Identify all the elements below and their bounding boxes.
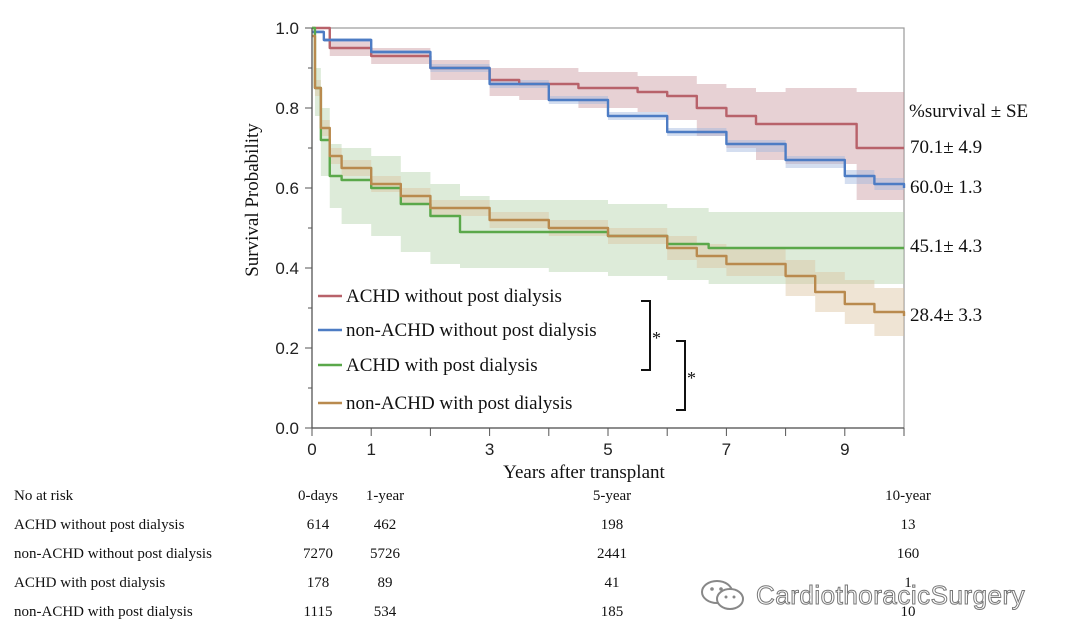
watermark: CardiothoracicSurgery xyxy=(700,578,1025,612)
bracket xyxy=(641,300,651,371)
bracket xyxy=(676,340,686,411)
end-label: 28.4± 3.3 xyxy=(910,305,982,326)
significance-star: * xyxy=(652,328,661,348)
risk-row-label: non-ACHD with post dialysis xyxy=(14,604,193,620)
end-labels: 70.1± 4.9 60.0± 1.3 45.1± 4.3 28.4± 3.3 xyxy=(910,137,982,326)
risk-row: non-ACHD without post dialysis 7270 5726… xyxy=(0,546,1066,566)
y-axis-label: Survival Probability xyxy=(242,123,263,277)
risk-cell: 89 xyxy=(377,575,393,591)
legend-label: non-ACHD with post dialysis xyxy=(346,393,572,414)
x-tick-label: 9 xyxy=(840,440,849,459)
survival-chart: 0 1 3 5 7 9 0.0 0.2 0.4 0.6 0.8 1.0 Survival Probab… xyxy=(242,19,1028,483)
y-tick-label: 0.6 xyxy=(275,179,299,198)
risk-cell: 198 xyxy=(600,517,624,533)
survival-line xyxy=(312,26,904,150)
y-tick-label: 0.4 xyxy=(275,259,299,278)
risk-cell: 1115 xyxy=(303,604,333,620)
survival-line xyxy=(312,30,906,188)
risk-cell: 185 xyxy=(600,604,624,620)
risk-cell: 462 xyxy=(373,517,397,533)
risk-cell: 1 xyxy=(904,575,912,591)
watermark-text: CardiothoracicSurgery xyxy=(755,579,1026,610)
y-tick-label: 1.0 xyxy=(275,19,299,38)
risk-row-label: ACHD without post dialysis xyxy=(14,517,185,533)
risk-cell: 13 xyxy=(900,517,916,533)
risk-row-label: ACHD with post dialysis xyxy=(14,575,166,591)
risk-cell: 5726 xyxy=(370,546,400,562)
risk-col-0: 0-days xyxy=(298,488,338,504)
survival-line xyxy=(312,34,906,316)
survival-curves xyxy=(312,26,906,316)
wechat-icon xyxy=(701,580,744,610)
x-tick-label: 7 xyxy=(722,440,731,459)
legend-label: ACHD with post dialysis xyxy=(346,355,538,376)
y-tick-label: 0.8 xyxy=(275,99,299,118)
end-label: 70.1± 4.9 xyxy=(910,137,982,158)
risk-row-label: non-ACHD without post dialysis xyxy=(14,546,212,562)
x-tick-label: 0 xyxy=(307,440,316,459)
risk-cell: 614 xyxy=(306,517,330,533)
risk-cell: 160 xyxy=(896,546,920,562)
risk-col-5: 5-year xyxy=(592,488,632,504)
legend: ACHD without post dialysis non-ACHD witho… xyxy=(318,286,597,414)
risk-table-title: No at risk xyxy=(14,488,74,504)
risk-cell: 10 xyxy=(900,604,916,620)
end-label-header: %survival ± SE xyxy=(909,101,1028,122)
axes: 0 1 3 5 7 9 0.0 0.2 0.4 0.6 0.8 1.0 xyxy=(275,19,905,459)
x-axis-label: Years after transplant xyxy=(503,462,665,483)
significance-star: * xyxy=(687,368,696,388)
y-tick-label: 0.0 xyxy=(275,419,299,438)
legend-label: ACHD without post dialysis xyxy=(346,286,562,307)
risk-cell: 41 xyxy=(604,575,620,591)
significance-brackets: ** xyxy=(641,300,696,411)
risk-table-header: No at risk 0-days 1-year 5-year 10-year xyxy=(0,488,1066,508)
risk-cell: 534 xyxy=(373,604,397,620)
end-label: 45.1± 4.3 xyxy=(910,236,982,257)
risk-col-10: 10-year xyxy=(885,488,931,504)
legend-label: non-ACHD without post dialysis xyxy=(346,320,597,341)
risk-cell: 7270 xyxy=(303,546,333,562)
x-tick-label: 5 xyxy=(603,440,612,459)
end-label: 60.0± 1.3 xyxy=(910,177,982,198)
risk-cell: 178 xyxy=(306,575,330,591)
risk-col-1: 1-year xyxy=(365,488,405,504)
risk-row: ACHD without post dialysis 614 462 198 1… xyxy=(0,517,1066,537)
x-tick-label: 1 xyxy=(366,440,375,459)
ci-band xyxy=(312,28,904,204)
risk-row: non-ACHD with post dialysis 1115 534 185… xyxy=(0,604,1066,624)
risk-cell: 2441 xyxy=(597,546,627,562)
x-tick-label: 3 xyxy=(485,440,494,459)
y-tick-label: 0.2 xyxy=(275,339,299,358)
risk-row: ACHD with post dialysis 178 89 41 1 xyxy=(0,575,1066,595)
